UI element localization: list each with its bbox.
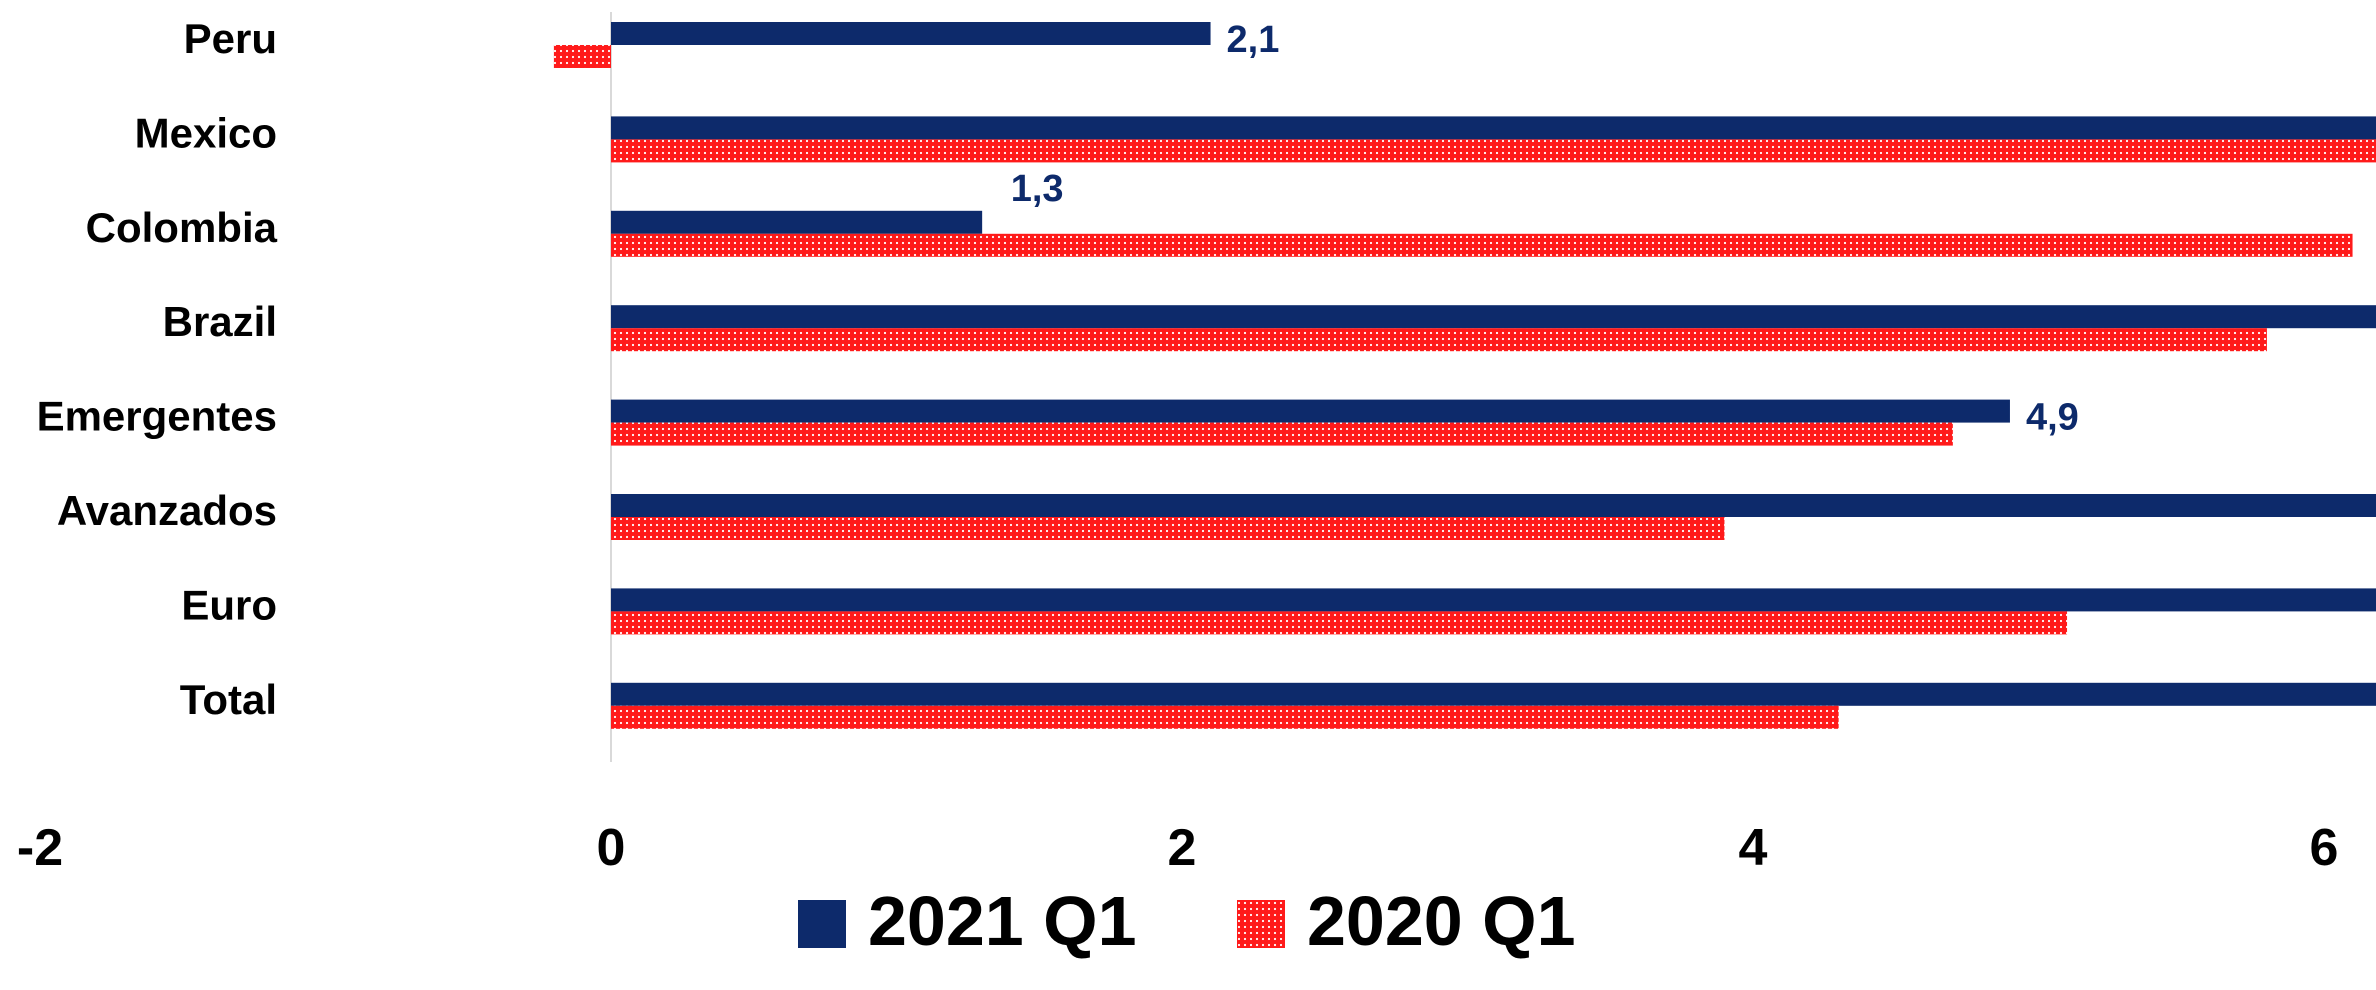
x-tick-label: 2 — [1168, 819, 1197, 877]
legend-swatch-2021-q1 — [798, 900, 846, 948]
category-label: Euro — [181, 581, 277, 628]
bar-2021-q1 — [611, 305, 2376, 329]
bar-2021-q1 — [611, 682, 2376, 706]
bar-2020-q1 — [611, 611, 2068, 635]
category-label: Brazil — [163, 298, 277, 345]
legend-label-2020-q1: 2020 Q1 — [1307, 882, 1576, 960]
bar-2020-q1 — [553, 45, 611, 68]
bars-group — [553, 22, 2376, 729]
category-label: Colombia — [86, 204, 278, 251]
x-tick-label: 0 — [597, 819, 626, 877]
data-label-2021-q1: 2,1 — [1227, 19, 1280, 61]
bar-2021-q1 — [611, 210, 983, 234]
bar-2021-q1 — [611, 116, 2376, 140]
x-tick-label: -2 — [17, 819, 63, 877]
legend-label-2021-q1: 2021 Q1 — [868, 882, 1137, 960]
bar-2020-q1 — [611, 139, 2376, 163]
x-tick-label: 6 — [2310, 819, 2339, 877]
category-label: Mexico — [135, 109, 277, 156]
bar-2020-q1 — [611, 328, 2267, 352]
bar-2020-q1 — [611, 517, 1725, 540]
bar-2020-q1 — [611, 233, 2353, 257]
labels-group: Peru2,1Mexico6,6Colombia1,3Brazil10,3Eme… — [37, 15, 2079, 723]
bar-2020-q1 — [611, 705, 1839, 729]
category-label: Avanzados — [57, 487, 277, 534]
axis-group: -2024681012 — [17, 12, 2339, 877]
legend-swatch-2020-q1 — [1237, 900, 1285, 948]
legend: 2021 Q1 2020 Q1 — [798, 882, 1576, 960]
category-label: Total — [180, 676, 277, 723]
category-label: Emergentes — [37, 393, 277, 440]
bar-2020-q1 — [611, 422, 1953, 446]
data-label-2021-q1: 4,9 — [2026, 397, 2079, 439]
bar-2021-q1 — [611, 588, 2376, 612]
x-tick-label: 4 — [1739, 819, 1768, 877]
bar-2021-q1 — [611, 399, 2010, 423]
bar-2021-q1 — [611, 22, 1211, 45]
data-label-2021-q1: 1,3 — [1011, 168, 1064, 210]
category-label: Peru — [184, 15, 277, 62]
bar-2021-q1 — [611, 494, 2376, 517]
